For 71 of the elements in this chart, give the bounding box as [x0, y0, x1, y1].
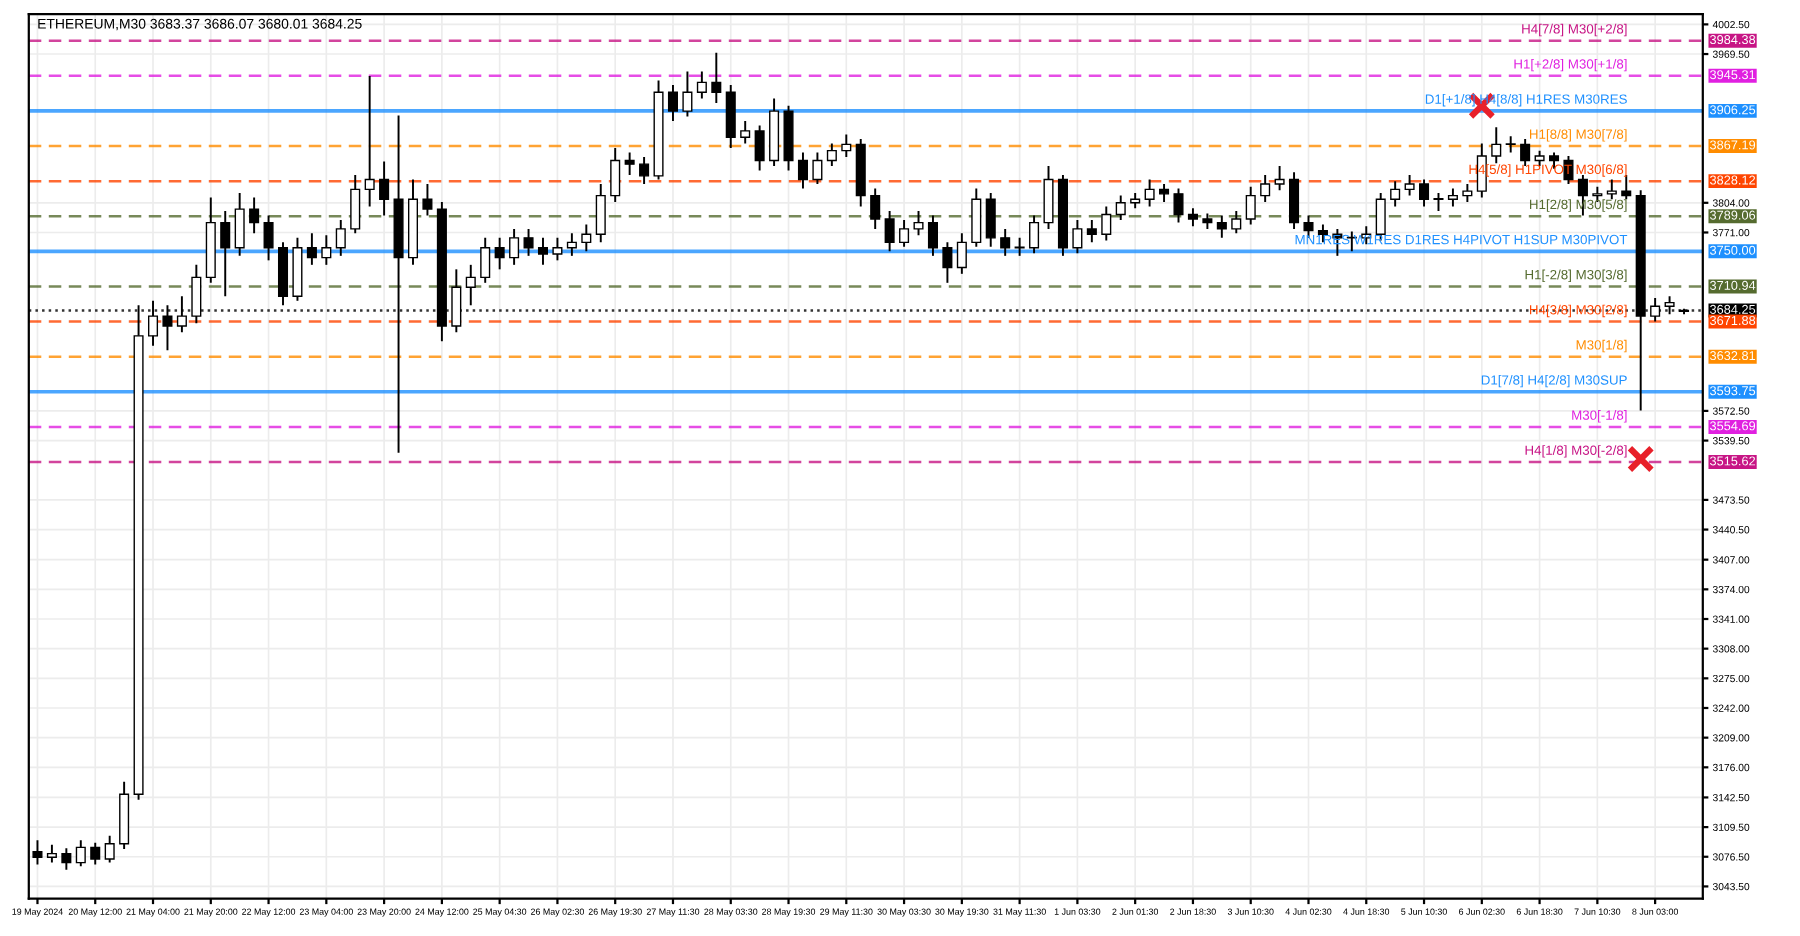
candlestick — [350, 173, 361, 235]
candlestick — [711, 51, 722, 104]
candlestick — [1606, 178, 1617, 201]
candlestick — [90, 841, 101, 866]
candlestick — [682, 70, 693, 118]
candlestick — [321, 234, 332, 266]
candlestick — [841, 133, 852, 158]
candlestick — [985, 191, 996, 248]
candlestick — [1216, 214, 1227, 239]
candlestick — [812, 151, 823, 185]
candlestick — [595, 182, 606, 244]
candlestick — [566, 232, 577, 257]
candlestick — [1505, 135, 1516, 154]
candlestick — [956, 232, 967, 275]
candlestick — [1419, 178, 1430, 208]
candlestick — [1289, 171, 1300, 230]
candlestick — [1043, 164, 1054, 230]
candlestick — [1029, 214, 1040, 255]
candlestick — [610, 147, 621, 203]
candlestick — [1101, 205, 1112, 242]
candlestick — [1390, 180, 1401, 208]
candlestick — [1520, 138, 1531, 167]
candlestick — [899, 218, 910, 248]
candlestick — [1245, 185, 1256, 226]
candlestick — [263, 214, 274, 262]
candlestick — [1086, 218, 1097, 244]
candlestick — [509, 227, 520, 266]
candlestick — [624, 151, 635, 176]
candlestick — [552, 236, 563, 262]
candlestick — [971, 187, 982, 248]
candlestick — [1404, 173, 1415, 197]
candlestick — [480, 236, 491, 284]
candlestick — [75, 839, 86, 868]
candlestick — [306, 232, 317, 266]
candlestick — [220, 209, 231, 298]
candlestick — [61, 847, 72, 871]
candlestick — [1144, 178, 1155, 208]
candlestick — [1621, 173, 1632, 201]
candlestick — [667, 84, 679, 122]
candlestick — [1115, 194, 1126, 221]
candlestick — [913, 209, 924, 237]
candlestick — [1000, 227, 1011, 257]
candlestick — [942, 241, 953, 284]
candlestick — [335, 218, 346, 257]
candlestick — [422, 182, 433, 217]
candlestick — [523, 227, 534, 257]
candlestick — [696, 70, 707, 100]
candlestick — [740, 120, 751, 145]
candlestick — [797, 151, 808, 190]
candlestick — [494, 236, 505, 271]
candlestick — [581, 223, 592, 253]
candlestick — [379, 160, 390, 217]
candlestick — [1072, 218, 1083, 255]
candlestick — [1274, 164, 1285, 192]
candlestick — [639, 156, 650, 185]
candlestick — [537, 236, 549, 266]
candlestick — [884, 209, 895, 253]
candlestick — [465, 263, 476, 307]
candlestick — [104, 834, 115, 864]
candlestick — [927, 214, 938, 257]
candlestick — [1173, 187, 1184, 224]
candlestick — [1491, 126, 1502, 165]
candlestick — [754, 124, 765, 172]
candlestick — [364, 75, 375, 208]
candlestick — [1231, 209, 1242, 235]
candlestick — [249, 196, 260, 235]
candlestick — [1260, 173, 1271, 203]
candlestick — [826, 142, 837, 167]
candlestick — [234, 191, 245, 257]
candlestick — [725, 84, 736, 149]
candlestick — [870, 187, 881, 230]
